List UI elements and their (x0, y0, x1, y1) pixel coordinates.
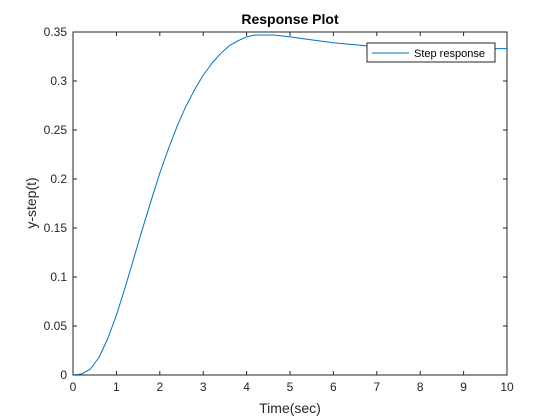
x-tick-label: 7 (373, 380, 380, 394)
legend: Step response (366, 42, 496, 63)
y-tick-label: 0.2 (50, 172, 67, 186)
x-tick-label: 3 (200, 380, 207, 394)
legend-box (366, 42, 496, 63)
x-tick-label: 4 (243, 380, 250, 394)
y-axis-label: y-step(t) (23, 177, 39, 228)
y-tick-label: 0.3 (50, 74, 67, 88)
x-tick-label: 5 (287, 380, 294, 394)
chart-title: Response Plot (241, 11, 339, 27)
plot-area (72, 31, 508, 376)
y-tick-label: 0.35 (44, 25, 68, 39)
x-tick-label: 9 (460, 380, 467, 394)
x-tick-label: 6 (330, 380, 337, 394)
x-tick-label: 2 (156, 380, 163, 394)
y-tick-label: 0 (60, 368, 67, 382)
x-tick-label: 8 (417, 380, 424, 394)
x-axis-label: Time(sec) (259, 400, 321, 416)
legend-label: Step response (414, 48, 485, 60)
y-tick-label: 0.05 (44, 319, 68, 333)
x-tick-label: 10 (500, 380, 514, 394)
x-tick-label: 1 (113, 380, 120, 394)
y-tick-label: 0.15 (44, 221, 68, 235)
x-tick-label: 0 (70, 380, 77, 394)
y-tick-label: 0.1 (50, 270, 67, 284)
y-tick-label: 0.25 (44, 123, 68, 137)
